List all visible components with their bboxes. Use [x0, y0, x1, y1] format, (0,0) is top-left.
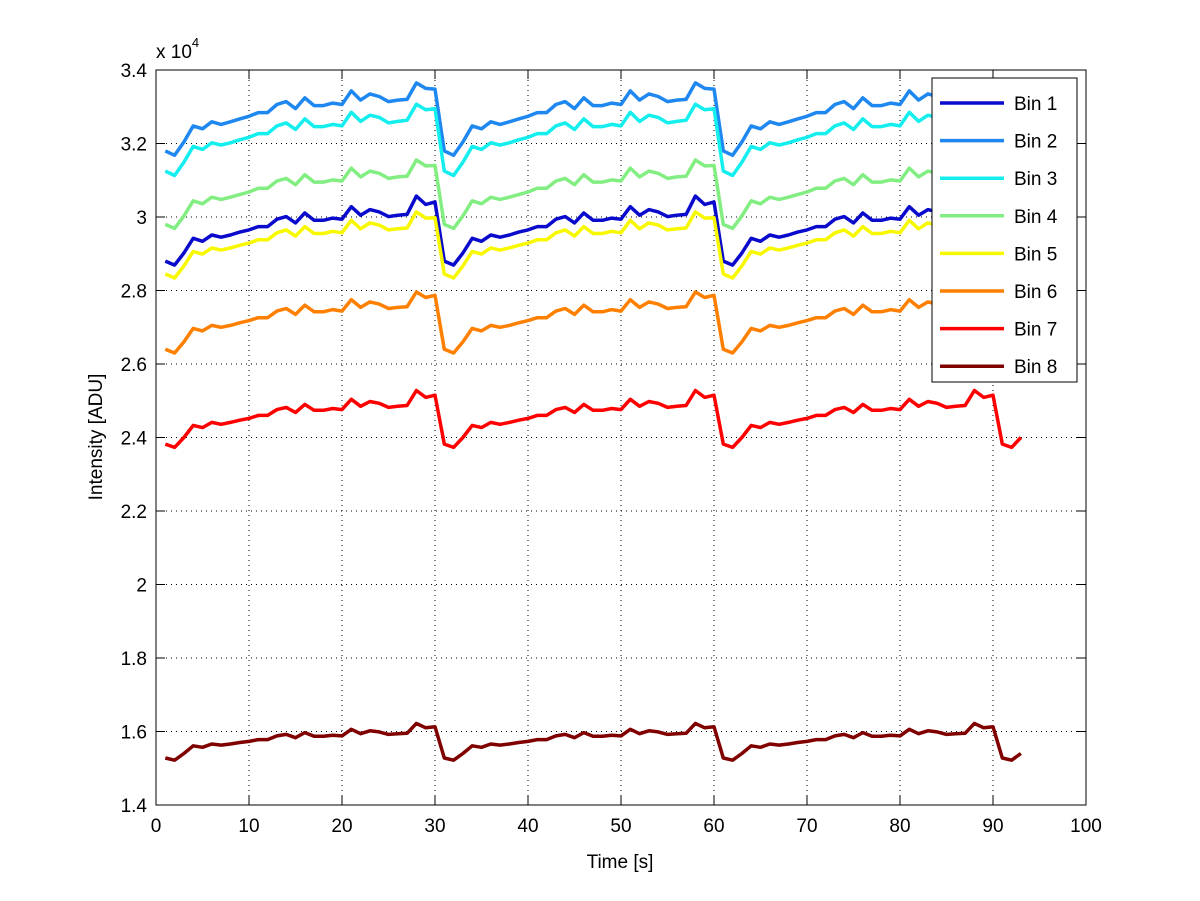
legend-label: Bin 7	[1014, 320, 1057, 341]
series-line-bin-3	[164, 102, 1023, 178]
series-line-bin-2	[164, 81, 1023, 158]
x-tick-label: 0	[151, 816, 162, 837]
series-line-bin-4	[164, 158, 1023, 231]
x-tick-label: 90	[982, 816, 1003, 837]
x-tick-label: 10	[238, 816, 259, 837]
series-line-bin-5	[164, 210, 1023, 280]
legend-label: Bin 4	[1014, 207, 1058, 228]
x-tick-label: 20	[331, 816, 352, 837]
y-tick-label: 3	[136, 208, 147, 229]
legend-label: Bin 2	[1014, 132, 1057, 153]
series-lines	[164, 81, 1023, 762]
y-tick-label: 2.4	[121, 429, 148, 450]
legend-label: Bin 3	[1014, 169, 1057, 190]
legend-box	[931, 77, 1078, 383]
series-line-bin-7	[164, 388, 1023, 450]
y-tick-label: 1.4	[121, 796, 148, 817]
series-line-bin-6	[164, 290, 1023, 355]
y-tick-label: 3.2	[121, 135, 147, 156]
y-tick-label: 2.2	[121, 502, 147, 523]
y-tick-label: 1.8	[121, 649, 147, 670]
legend: Bin 1 Bin 2 Bin 3 Bin 4 Bin 5 Bin 6 Bin 7 Bin 8	[931, 77, 1078, 383]
x-tick-label: 100	[1070, 816, 1102, 837]
legend-label: Bin 8	[1014, 357, 1057, 378]
x-tick-label: 60	[703, 816, 724, 837]
ticks: 0 10 20 30 40 50 60 70 80 90 100 1.4 1.6 1.8 2 2.2 2.4 2.…	[121, 61, 1102, 837]
legend-label: Bin 1	[1014, 94, 1057, 115]
x-tick-label: 70	[796, 816, 817, 837]
legend-label: Bin 5	[1014, 244, 1057, 265]
grid	[156, 70, 1086, 805]
y-tick-label: 2.6	[121, 355, 147, 376]
x-tick-label: 80	[889, 816, 910, 837]
y-tick-label: 3.4	[121, 61, 148, 82]
y-multiplier: x 104	[156, 35, 199, 63]
y-axis-label: Intensity [ADU]	[86, 374, 107, 501]
x-tick-label: 30	[424, 816, 445, 837]
x-tick-label: 40	[517, 816, 538, 837]
y-tick-label: 1.6	[121, 723, 147, 744]
series-line-bin-1	[164, 194, 1023, 267]
series-line-bin-8	[164, 721, 1022, 762]
legend-label: Bin 6	[1014, 282, 1057, 303]
x-axis-label: Time [s]	[587, 852, 654, 873]
y-tick-label: 2.8	[121, 282, 147, 303]
y-tick-label: 2	[136, 576, 147, 597]
x-tick-label: 50	[610, 816, 631, 837]
